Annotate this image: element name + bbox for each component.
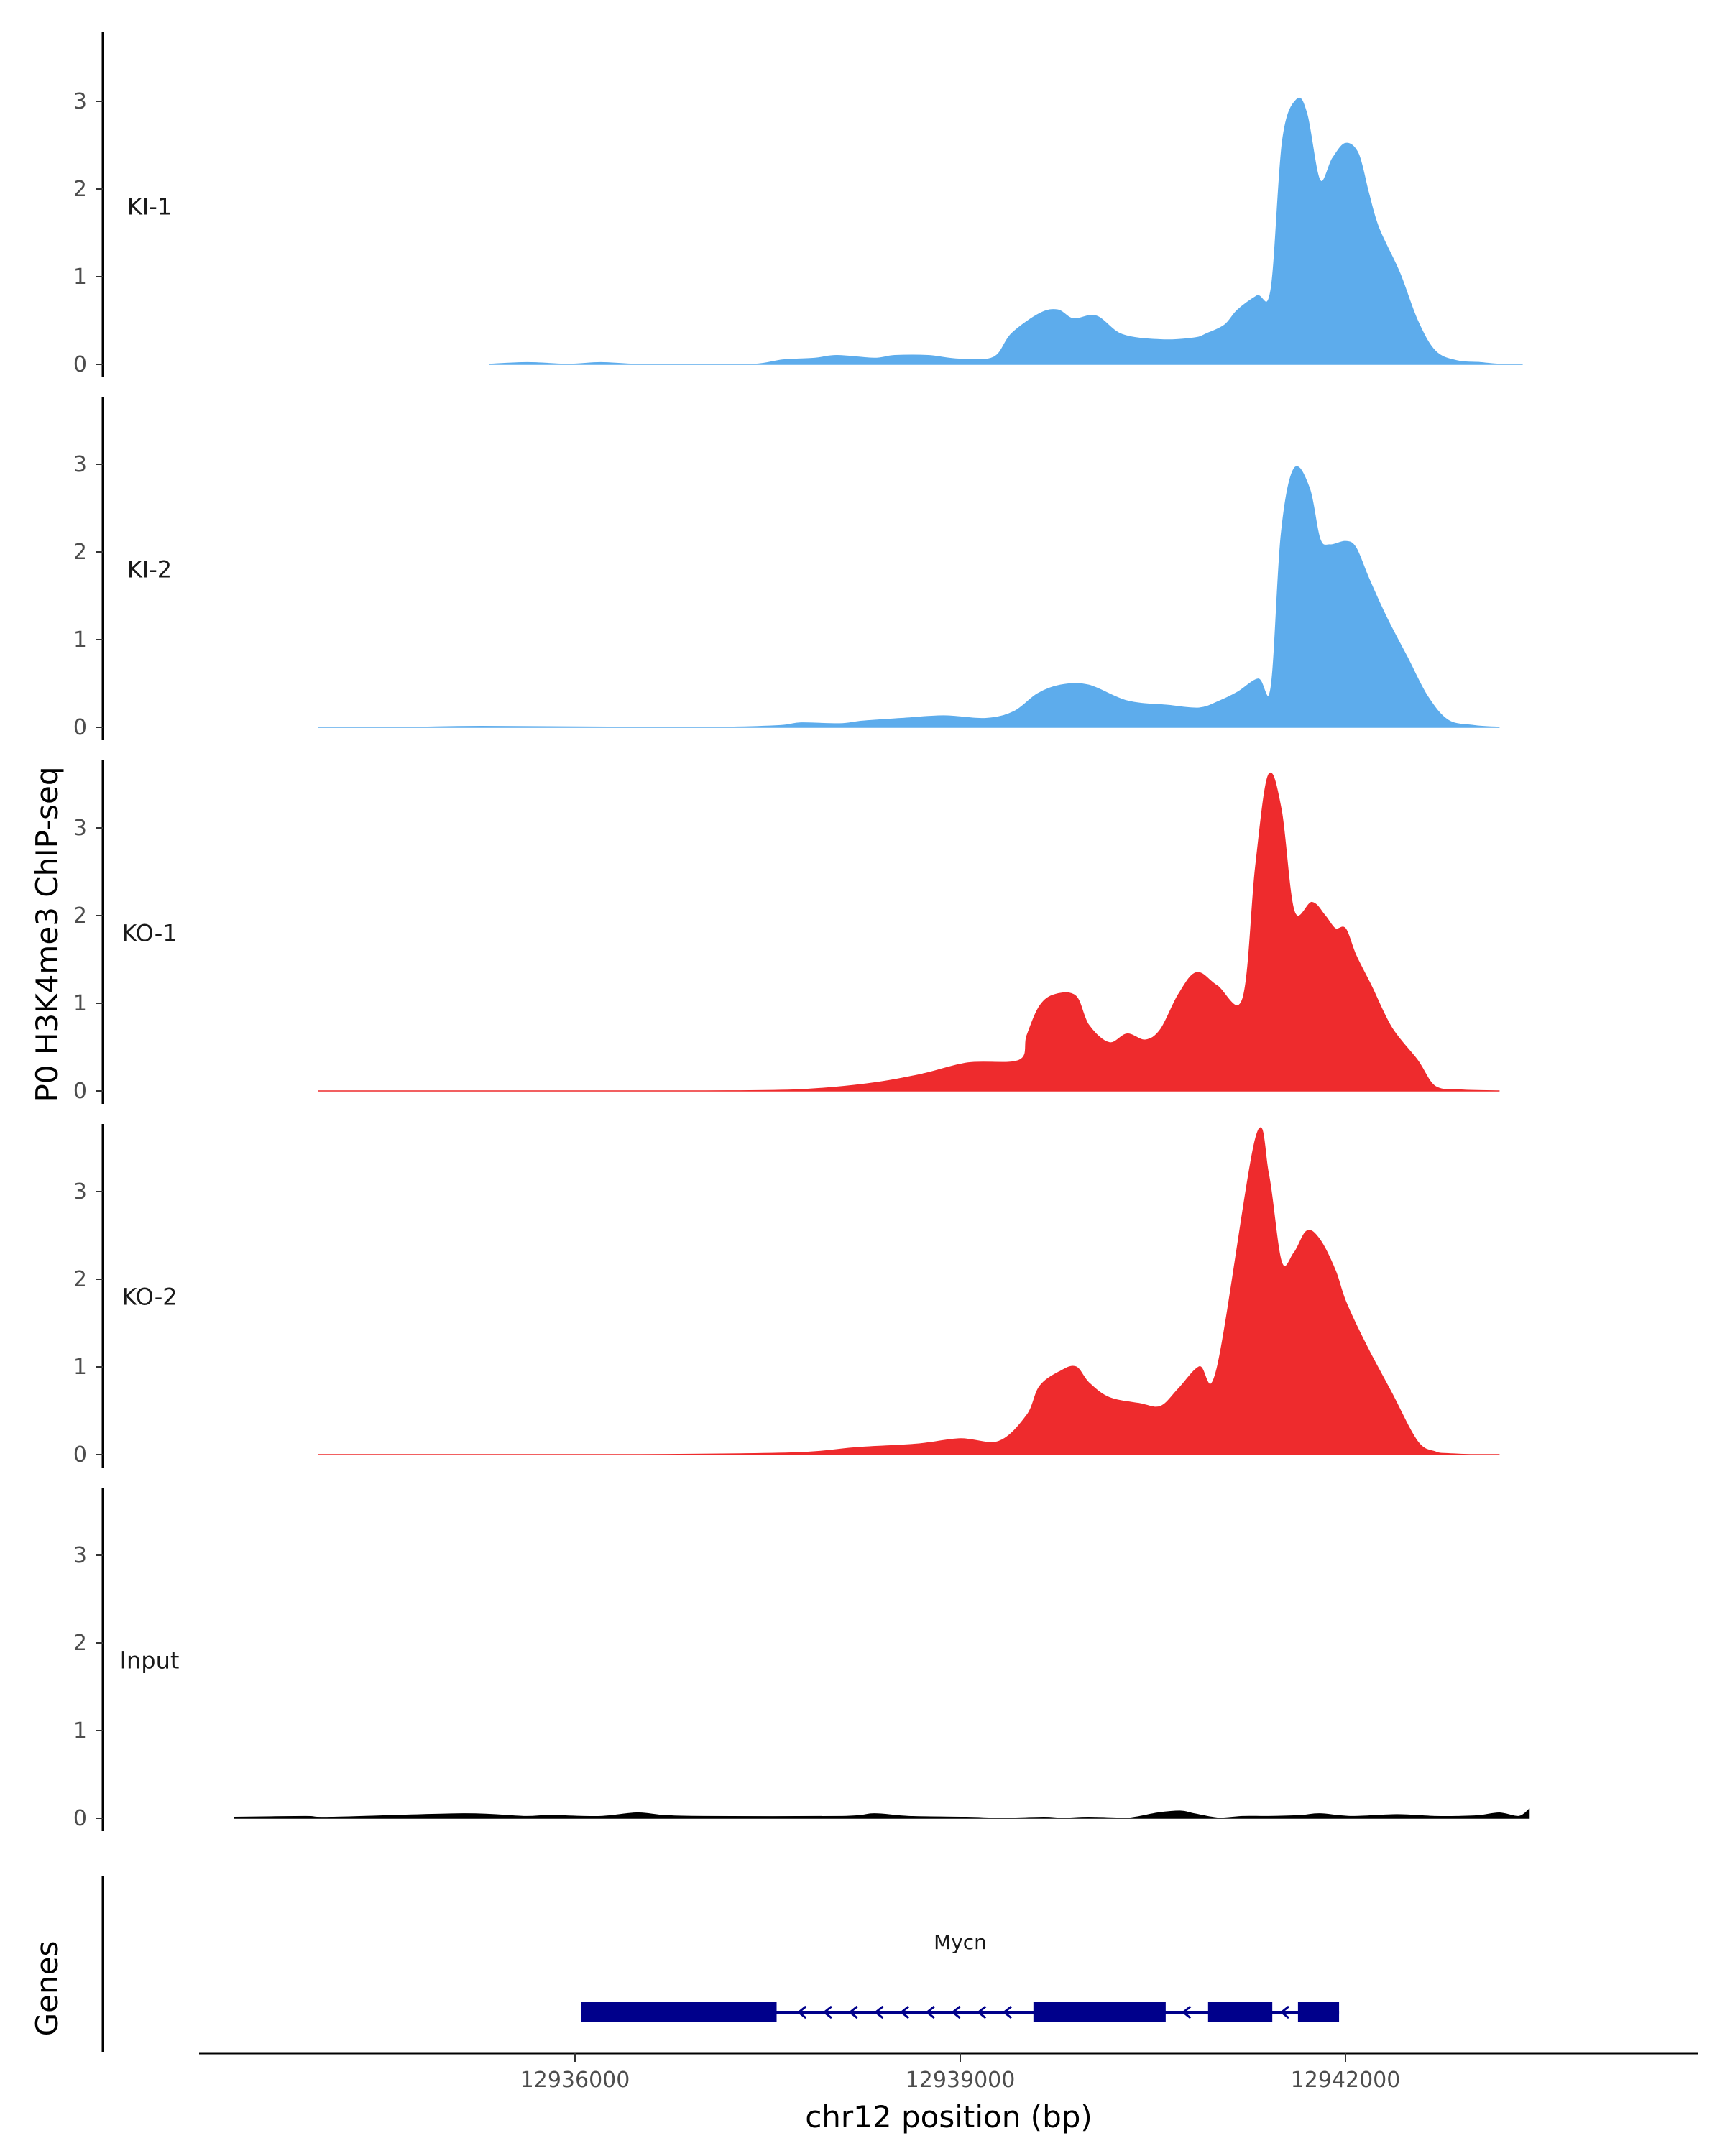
coverage-area-ko-1 [318, 773, 1500, 1092]
y-tick-label: 3 [73, 1179, 87, 1204]
x-axis: 12936000 12939000 12942000 [199, 2052, 1698, 2093]
gene-exon [1033, 2002, 1166, 2022]
y-tick-label: 1 [73, 1718, 87, 1743]
coverage-area-ko-2 [318, 1127, 1500, 1455]
y-tick-label: 0 [73, 1079, 87, 1104]
x-tick-label: 12939000 [906, 2068, 1016, 2093]
track-label: Input [120, 1646, 180, 1674]
y-tick-label: 2 [73, 903, 87, 929]
strand-arrow [796, 2005, 807, 2019]
y-tick-label: 3 [73, 1543, 87, 1568]
strand-arrow [976, 2005, 987, 2019]
y-tick-label: 3 [73, 89, 87, 114]
gene-track: Mycn [101, 1876, 1340, 2052]
y-tick-label: 1 [73, 1355, 87, 1380]
y-tick-label: 2 [73, 1267, 87, 1292]
strand-arrow [951, 2005, 961, 2019]
y-tick-label: 0 [73, 715, 87, 740]
strand-arrow [899, 2005, 910, 2019]
gene-name-label: Mycn [934, 1930, 987, 1954]
gene-exon [1208, 2002, 1273, 2022]
y-tick-label: 2 [73, 540, 87, 565]
strand-arrow [1181, 2005, 1192, 2019]
x-tick-label: 12942000 [1291, 2068, 1401, 2093]
track-ki-1: 0 1 2 3 KI-1 [73, 32, 1523, 377]
track-ko-1: 0 1 2 3 KO-1 [73, 760, 1500, 1104]
coverage-area-ki-1 [489, 97, 1523, 365]
x-tick-label: 12936000 [520, 2068, 630, 2093]
coverage-tracks: 0 1 2 3 KI-1 0 1 2 3 KI-2 0 1 2 3 KO-1 0 1 2 3 KO-2 0 1 2 3 Inpu… [73, 32, 1530, 1831]
y-tick-label: 1 [73, 991, 87, 1016]
gene-exon [581, 2002, 777, 2022]
y-tick-label: 1 [73, 627, 87, 653]
track-label: KI-1 [127, 193, 172, 220]
strand-arrow [1279, 2005, 1289, 2019]
x-axis-title: chr12 position (bp) [805, 2099, 1092, 2134]
track-ki-2: 0 1 2 3 KI-2 [73, 397, 1500, 740]
y-tick-label: 0 [73, 1442, 87, 1468]
strand-arrow [925, 2005, 935, 2019]
track-input: 0 1 2 3 Input [73, 1488, 1530, 1831]
track-label: KO-1 [121, 919, 177, 946]
strand-arrow [874, 2005, 884, 2019]
track-ko-2: 0 1 2 3 KO-2 [73, 1124, 1500, 1468]
strand-arrow [1002, 2005, 1013, 2019]
track-label: KO-2 [121, 1283, 177, 1310]
genes-track-title: Genes [29, 1941, 65, 2037]
coverage-area-input [234, 1808, 1530, 1819]
gene-exon [1297, 2002, 1340, 2022]
y-axis-title: P0 H3K4me3 ChIP-seq [29, 766, 65, 1102]
y-tick-label: 3 [73, 452, 87, 477]
y-tick-label: 0 [73, 1806, 87, 1831]
y-tick-label: 3 [73, 816, 87, 841]
y-tick-label: 1 [73, 264, 87, 290]
y-tick-label: 0 [73, 352, 87, 377]
strand-arrow [822, 2005, 832, 2019]
y-tick-label: 2 [73, 1631, 87, 1656]
y-tick-label: 2 [73, 177, 87, 202]
strand-arrow [848, 2005, 858, 2019]
track-label: KI-2 [127, 556, 172, 583]
coverage-area-ki-2 [318, 466, 1500, 728]
